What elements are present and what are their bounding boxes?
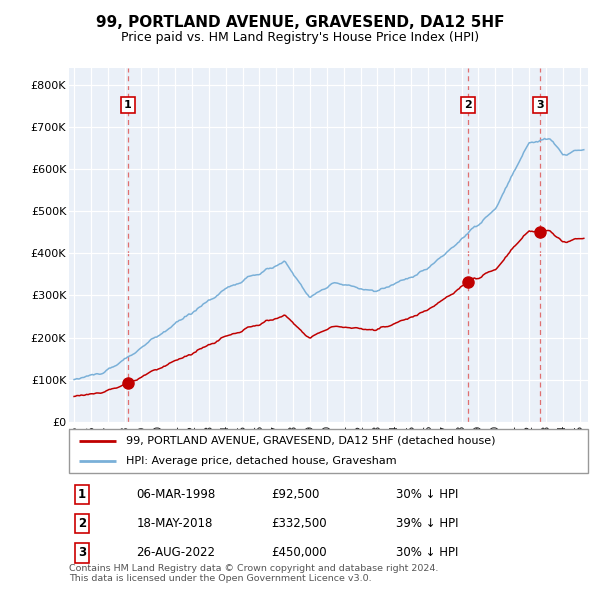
Text: 99, PORTLAND AVENUE, GRAVESEND, DA12 5HF (detached house): 99, PORTLAND AVENUE, GRAVESEND, DA12 5HF… xyxy=(126,436,496,446)
Text: 30% ↓ HPI: 30% ↓ HPI xyxy=(396,546,458,559)
Text: 18-MAY-2018: 18-MAY-2018 xyxy=(136,517,213,530)
Text: 26-AUG-2022: 26-AUG-2022 xyxy=(136,546,215,559)
Text: 30% ↓ HPI: 30% ↓ HPI xyxy=(396,488,458,501)
Text: 3: 3 xyxy=(78,546,86,559)
Text: 99, PORTLAND AVENUE, GRAVESEND, DA12 5HF: 99, PORTLAND AVENUE, GRAVESEND, DA12 5HF xyxy=(96,15,504,30)
Text: Price paid vs. HM Land Registry's House Price Index (HPI): Price paid vs. HM Land Registry's House … xyxy=(121,31,479,44)
Text: 1: 1 xyxy=(124,100,131,110)
Text: £92,500: £92,500 xyxy=(271,488,320,501)
Text: £332,500: £332,500 xyxy=(271,517,327,530)
Text: 2: 2 xyxy=(464,100,472,110)
Text: £450,000: £450,000 xyxy=(271,546,327,559)
Text: 06-MAR-1998: 06-MAR-1998 xyxy=(136,488,216,501)
Text: HPI: Average price, detached house, Gravesham: HPI: Average price, detached house, Grav… xyxy=(126,456,397,466)
Text: 39% ↓ HPI: 39% ↓ HPI xyxy=(396,517,458,530)
Text: 2: 2 xyxy=(78,517,86,530)
Text: 1: 1 xyxy=(78,488,86,501)
Text: Contains HM Land Registry data © Crown copyright and database right 2024.
This d: Contains HM Land Registry data © Crown c… xyxy=(69,563,439,583)
Text: 3: 3 xyxy=(536,100,544,110)
